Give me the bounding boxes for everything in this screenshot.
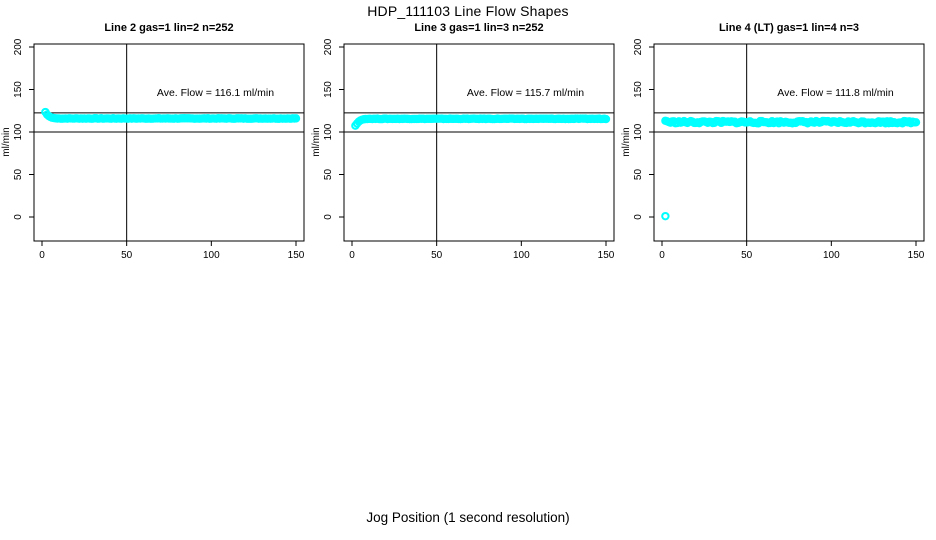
y-tick-label: 100 xyxy=(323,123,334,140)
panel-3-plot: 0 50 100 150 0 50 100 150 200 ml/min xyxy=(621,38,925,261)
y-tick-label: 50 xyxy=(13,169,24,181)
panel-2-title: Line 3 gas=1 lin=3 n=252 xyxy=(414,22,544,34)
y-tick-label: 0 xyxy=(13,214,24,220)
y-axis-label: ml/min xyxy=(1,127,12,156)
x-tick-label: 50 xyxy=(431,250,443,261)
y-tick-label: 200 xyxy=(13,38,24,55)
figure-title: HDP_111103 Line Flow Shapes xyxy=(367,3,569,19)
x-tick-label: 0 xyxy=(349,250,355,261)
panel-3-title: Line 4 (LT) gas=1 lin=4 n=3 xyxy=(718,22,860,34)
x-tick-label: 100 xyxy=(203,250,220,261)
x-tick-label: 0 xyxy=(39,250,45,261)
y-tick-label: 150 xyxy=(323,81,334,98)
plot-box xyxy=(653,43,925,242)
y-axis-label: ml/min xyxy=(311,127,322,156)
y-axis-label: ml/min xyxy=(621,127,632,156)
plot-box xyxy=(343,43,615,242)
x-tick-label: 100 xyxy=(513,250,530,261)
y-tick-label: 150 xyxy=(13,81,24,98)
x-tick-label: 150 xyxy=(598,250,615,261)
panel-3-ave-flow-annotation: Ave. Flow = 111.8 ml/min xyxy=(777,87,894,99)
y-tick-label: 200 xyxy=(323,38,334,55)
data-point xyxy=(601,114,611,124)
x-tick-label: 0 xyxy=(659,250,665,261)
x-tick-label: 100 xyxy=(823,250,840,261)
y-tick-label: 0 xyxy=(323,214,334,220)
y-tick-label: 50 xyxy=(633,169,644,181)
y-tick-label: 100 xyxy=(13,123,24,140)
x-tick-label: 50 xyxy=(741,250,753,261)
panel-2: Line 3 gas=1 lin=3 n=252 Ave. Flow = 115… xyxy=(310,0,620,270)
panel-2-plot: 0 50 100 150 0 50 100 150 200 ml/min xyxy=(311,38,615,261)
y-tick-label: 100 xyxy=(633,123,644,140)
data-point xyxy=(911,118,921,127)
y-tick-label: 150 xyxy=(633,81,644,98)
data-point xyxy=(291,114,301,123)
x-tick-label: 50 xyxy=(121,250,133,261)
y-tick-label: 50 xyxy=(323,169,334,181)
x-axis-label: Jog Position (1 second resolution) xyxy=(366,510,570,525)
y-tick-label: 200 xyxy=(633,38,644,55)
panel-3: Line 4 (LT) gas=1 lin=4 n=3 Ave. Flow = … xyxy=(620,0,930,270)
plot-box xyxy=(33,43,305,242)
panel-2-ave-flow-annotation: Ave. Flow = 115.7 ml/min xyxy=(466,87,585,99)
data-point xyxy=(661,211,670,221)
y-tick-label: 0 xyxy=(633,214,644,220)
panel-1-plot: 0 50 100 150 0 50 100 150 200 ml/min xyxy=(1,38,305,261)
panel-1-title: Line 2 gas=1 lin=2 n=252 xyxy=(104,22,234,34)
panel-1: Line 2 gas=1 lin=2 n=252 Ave. Flow = 116… xyxy=(0,0,310,270)
panel-1-ave-flow-annotation: Ave. Flow = 116.1 ml/min xyxy=(156,87,275,99)
x-tick-label: 150 xyxy=(908,250,925,261)
x-tick-label: 150 xyxy=(288,250,305,261)
